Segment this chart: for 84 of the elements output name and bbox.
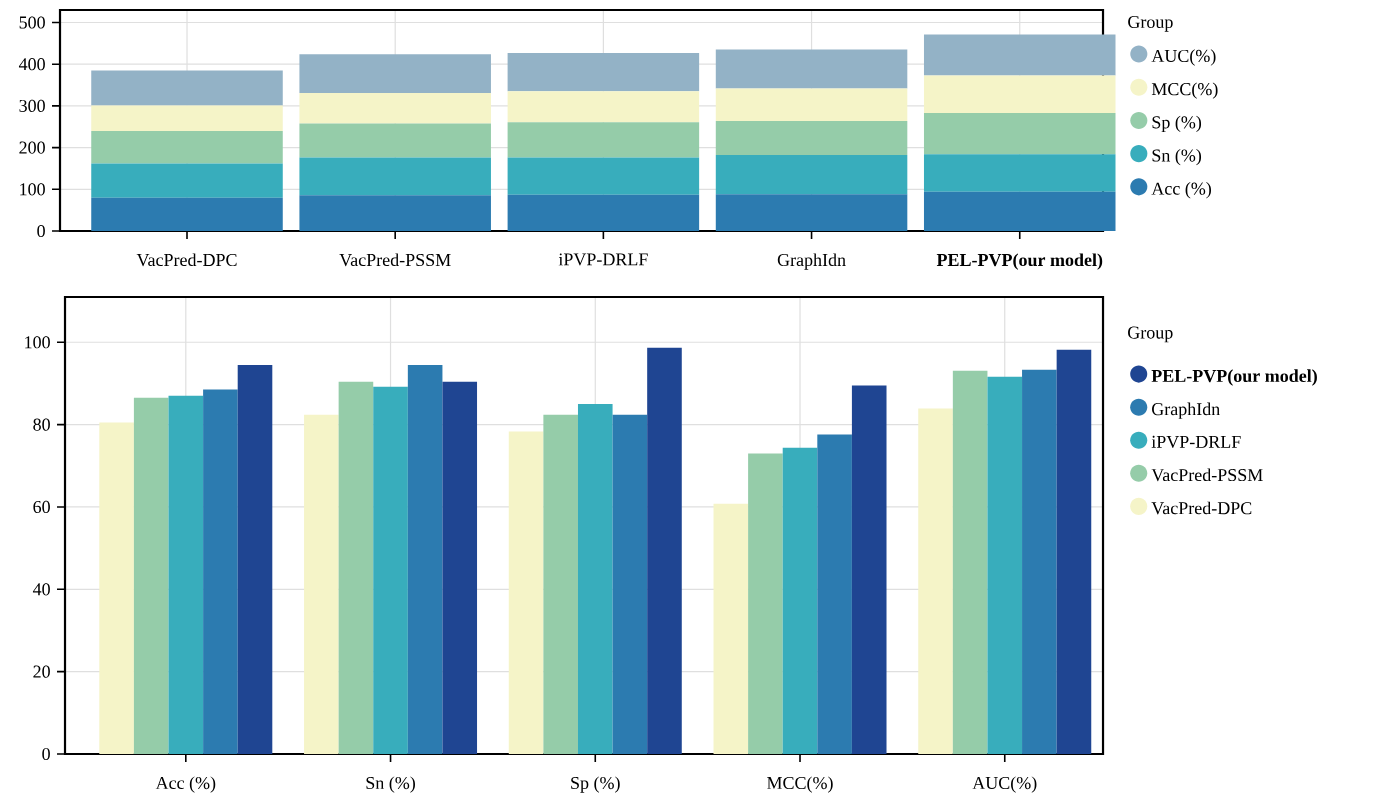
bar [577,404,613,754]
bar [507,52,700,92]
bar [923,75,1116,113]
y-tick-label: 20 [33,665,50,678]
bar [203,389,238,754]
bar [299,123,491,158]
x-tick-label: VacPred-DPC [136,253,237,267]
y-tick-label: 0 [42,747,50,761]
legend-label: Acc (%) [1151,182,1212,199]
bar [99,422,134,754]
bar [918,408,953,754]
legend-label: GraphIdn [1152,402,1220,419]
y-tick-label: 0 [37,224,45,238]
bar [237,364,273,754]
legend-title: Group [1128,15,1173,32]
bar [91,197,283,231]
bar [713,503,749,754]
y-tick-label: 80 [33,418,50,431]
bar [299,195,491,231]
bar [299,54,491,93]
legend-label: Sp (%) [1152,115,1202,133]
bar [715,194,908,231]
legend-label: PEL-PVP(our model) [1151,369,1317,386]
legend-label: iPVP-DRLF [1151,435,1241,449]
bar [507,122,700,158]
bar [923,34,1116,76]
y-tick-label: 100 [25,336,50,349]
bar [133,397,169,754]
y-tick-label: 200 [19,141,45,154]
bar [1056,349,1092,754]
bar [923,154,1116,192]
legend-label: MCC(%) [1151,82,1218,99]
x-tick-label: Acc (%) [155,776,216,793]
bar [851,385,887,754]
bar [91,163,283,198]
bar [923,112,1116,155]
y-tick-label: 500 [19,16,45,29]
x-tick-label: AUC(%) [972,776,1037,793]
bar [987,376,1023,754]
bar [299,92,491,124]
legend-title: Group [1128,326,1173,343]
bar [715,120,908,156]
bar [407,364,443,754]
x-tick-label: iPVP-DRLF [558,253,648,266]
bar [299,157,491,196]
bar [782,447,818,754]
bar [543,414,578,754]
bar [507,91,700,123]
bar [817,434,852,754]
bar [748,453,783,754]
bar [507,157,700,195]
bar [647,347,682,754]
bar [715,49,908,89]
bar [923,191,1116,231]
bar [507,194,700,231]
bar [715,88,908,121]
bar [91,105,283,131]
bar [612,414,648,754]
y-tick-label: 400 [18,58,45,71]
y-tick-label: 300 [19,99,45,112]
bar [1022,369,1057,754]
x-tick-label: VacPred-PSSM [339,253,451,267]
y-tick-label: 40 [32,583,50,596]
bar [91,70,283,106]
bar [338,381,374,754]
x-tick-label: PEL-PVP(our model) [936,253,1103,270]
legend-label: VacPred-DPC [1151,501,1252,515]
legend-label: AUC(%) [1151,49,1216,66]
bar [442,381,478,754]
legend-label: Sn (%) [1152,148,1202,166]
bar [952,370,988,754]
bar [304,414,339,754]
x-tick-label: MCC(%) [767,776,833,793]
legend-label: VacPred-PSSM [1151,468,1263,482]
bar [715,155,908,195]
bar [168,395,204,754]
x-tick-label: GraphIdn [777,253,846,270]
y-tick-label: 60 [33,500,50,514]
bar [373,386,408,754]
bar [508,431,544,754]
x-tick-label: Sn (%) [366,776,415,793]
y-tick-label: 100 [20,183,45,196]
x-tick-label: Sp (%) [571,776,620,793]
bar [91,130,283,164]
